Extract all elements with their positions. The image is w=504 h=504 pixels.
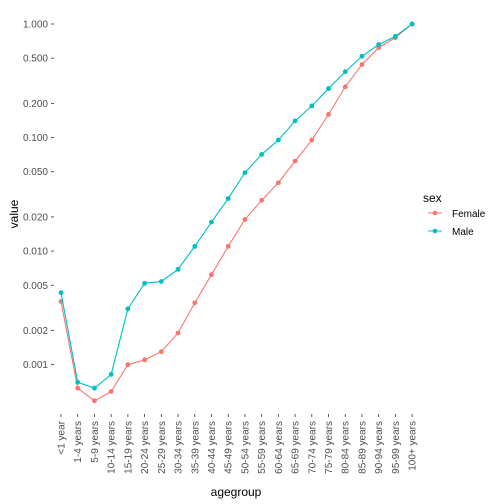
data-point-male <box>125 306 131 312</box>
data-point-male <box>409 21 415 27</box>
data-point-female <box>125 362 131 368</box>
data-point-female <box>309 137 315 143</box>
x-tick-label: 100+ years <box>408 421 419 471</box>
x-tick-label: 5-9 years <box>90 421 101 463</box>
y-axis-ticks: 0.001 0.002 0.005 0.010 0.020 0.050 0.100 0.200… <box>23 20 54 371</box>
data-point-female <box>175 330 181 336</box>
data-point-female <box>359 62 365 67</box>
y-tick-label: 0.002 <box>23 326 48 337</box>
data-point-male <box>326 86 331 91</box>
data-point-female <box>158 349 164 355</box>
data-point-male <box>376 42 382 47</box>
data-point-male <box>58 290 64 296</box>
data-point-male <box>158 279 164 284</box>
y-tick-label: 0.050 <box>23 167 48 178</box>
data-point-female <box>192 300 198 306</box>
data-point-male <box>175 266 181 272</box>
x-tick-label: 45-49 years <box>224 421 235 474</box>
x-tick-label: 50-54 years <box>240 421 251 474</box>
legend-key-female-point <box>432 210 438 216</box>
y-axis-title: value <box>7 199 21 228</box>
data-point-male <box>108 372 114 377</box>
data-point-female <box>108 389 114 394</box>
data-point-female <box>275 180 281 186</box>
y-tick-label: 0.005 <box>23 281 48 292</box>
x-tick-label: 60-64 years <box>274 421 285 474</box>
y-tick-label: 0.500 <box>23 54 48 65</box>
plot-area <box>58 21 415 404</box>
y-tick-label: 0.010 <box>23 247 48 258</box>
series-line-male <box>60 23 413 389</box>
x-tick-label: 80-84 years <box>341 421 352 474</box>
legend: sex Female Male <box>423 191 486 238</box>
x-tick-label: 35-39 years <box>190 421 201 474</box>
series-line-female <box>60 23 413 402</box>
data-point-female <box>259 197 265 203</box>
x-tick-label: 30-34 years <box>174 421 185 474</box>
y-tick-label: 1.000 <box>23 20 48 31</box>
data-point-female <box>242 217 248 222</box>
x-tick-label: 75-79 years <box>324 421 335 474</box>
x-tick-label: 65-69 years <box>291 421 302 474</box>
data-point-male <box>393 33 398 39</box>
legend-label-female: Female <box>452 209 486 220</box>
data-point-female <box>326 111 331 117</box>
data-point-female <box>342 84 348 90</box>
data-point-male <box>359 53 365 59</box>
x-tick-label: <1 year <box>57 420 68 454</box>
x-tick-label: 55-59 years <box>257 421 268 474</box>
legend-label-male: Male <box>452 227 474 238</box>
data-point-male <box>192 243 198 249</box>
data-point-male <box>309 103 315 109</box>
x-axis-title: agegroup <box>211 485 262 499</box>
data-point-male <box>142 280 148 286</box>
data-point-female <box>75 385 81 391</box>
data-point-male <box>259 152 265 157</box>
data-point-male <box>342 69 348 75</box>
data-point-female <box>292 158 298 164</box>
y-tick-label: 0.200 <box>23 99 48 110</box>
x-tick-label: 95-99 years <box>391 421 402 474</box>
data-point-male <box>242 170 248 176</box>
data-point-female <box>209 272 214 278</box>
x-tick-label: 1-4 years <box>73 421 84 463</box>
data-point-female <box>92 398 97 404</box>
x-tick-label: 40-44 years <box>207 421 218 474</box>
data-point-female <box>142 357 148 363</box>
x-tick-label: 10-14 years <box>107 421 118 474</box>
data-point-male <box>292 118 298 124</box>
x-axis-ticks: <1 year 1-4 years 5-9 years 10-14 years 15-1… <box>57 414 419 474</box>
x-tick-label: 90-94 years <box>374 421 385 474</box>
x-tick-label: 70-74 years <box>307 421 318 474</box>
data-point-male <box>225 196 231 201</box>
y-tick-label: 0.001 <box>23 360 48 371</box>
legend-key-male-point <box>432 228 438 234</box>
data-point-male <box>275 137 281 143</box>
y-tick-label: 0.100 <box>23 133 48 144</box>
data-point-female <box>225 243 231 249</box>
x-tick-label: 15-19 years <box>123 421 134 474</box>
x-tick-label: 20-24 years <box>140 421 151 474</box>
legend-title: sex <box>423 191 442 205</box>
data-point-male <box>209 219 214 225</box>
x-tick-label: 85-89 years <box>357 421 368 474</box>
x-tick-label: 25-29 years <box>157 421 168 474</box>
data-point-male <box>75 379 81 385</box>
data-point-male <box>92 385 97 391</box>
y-tick-label: 0.020 <box>23 212 48 223</box>
